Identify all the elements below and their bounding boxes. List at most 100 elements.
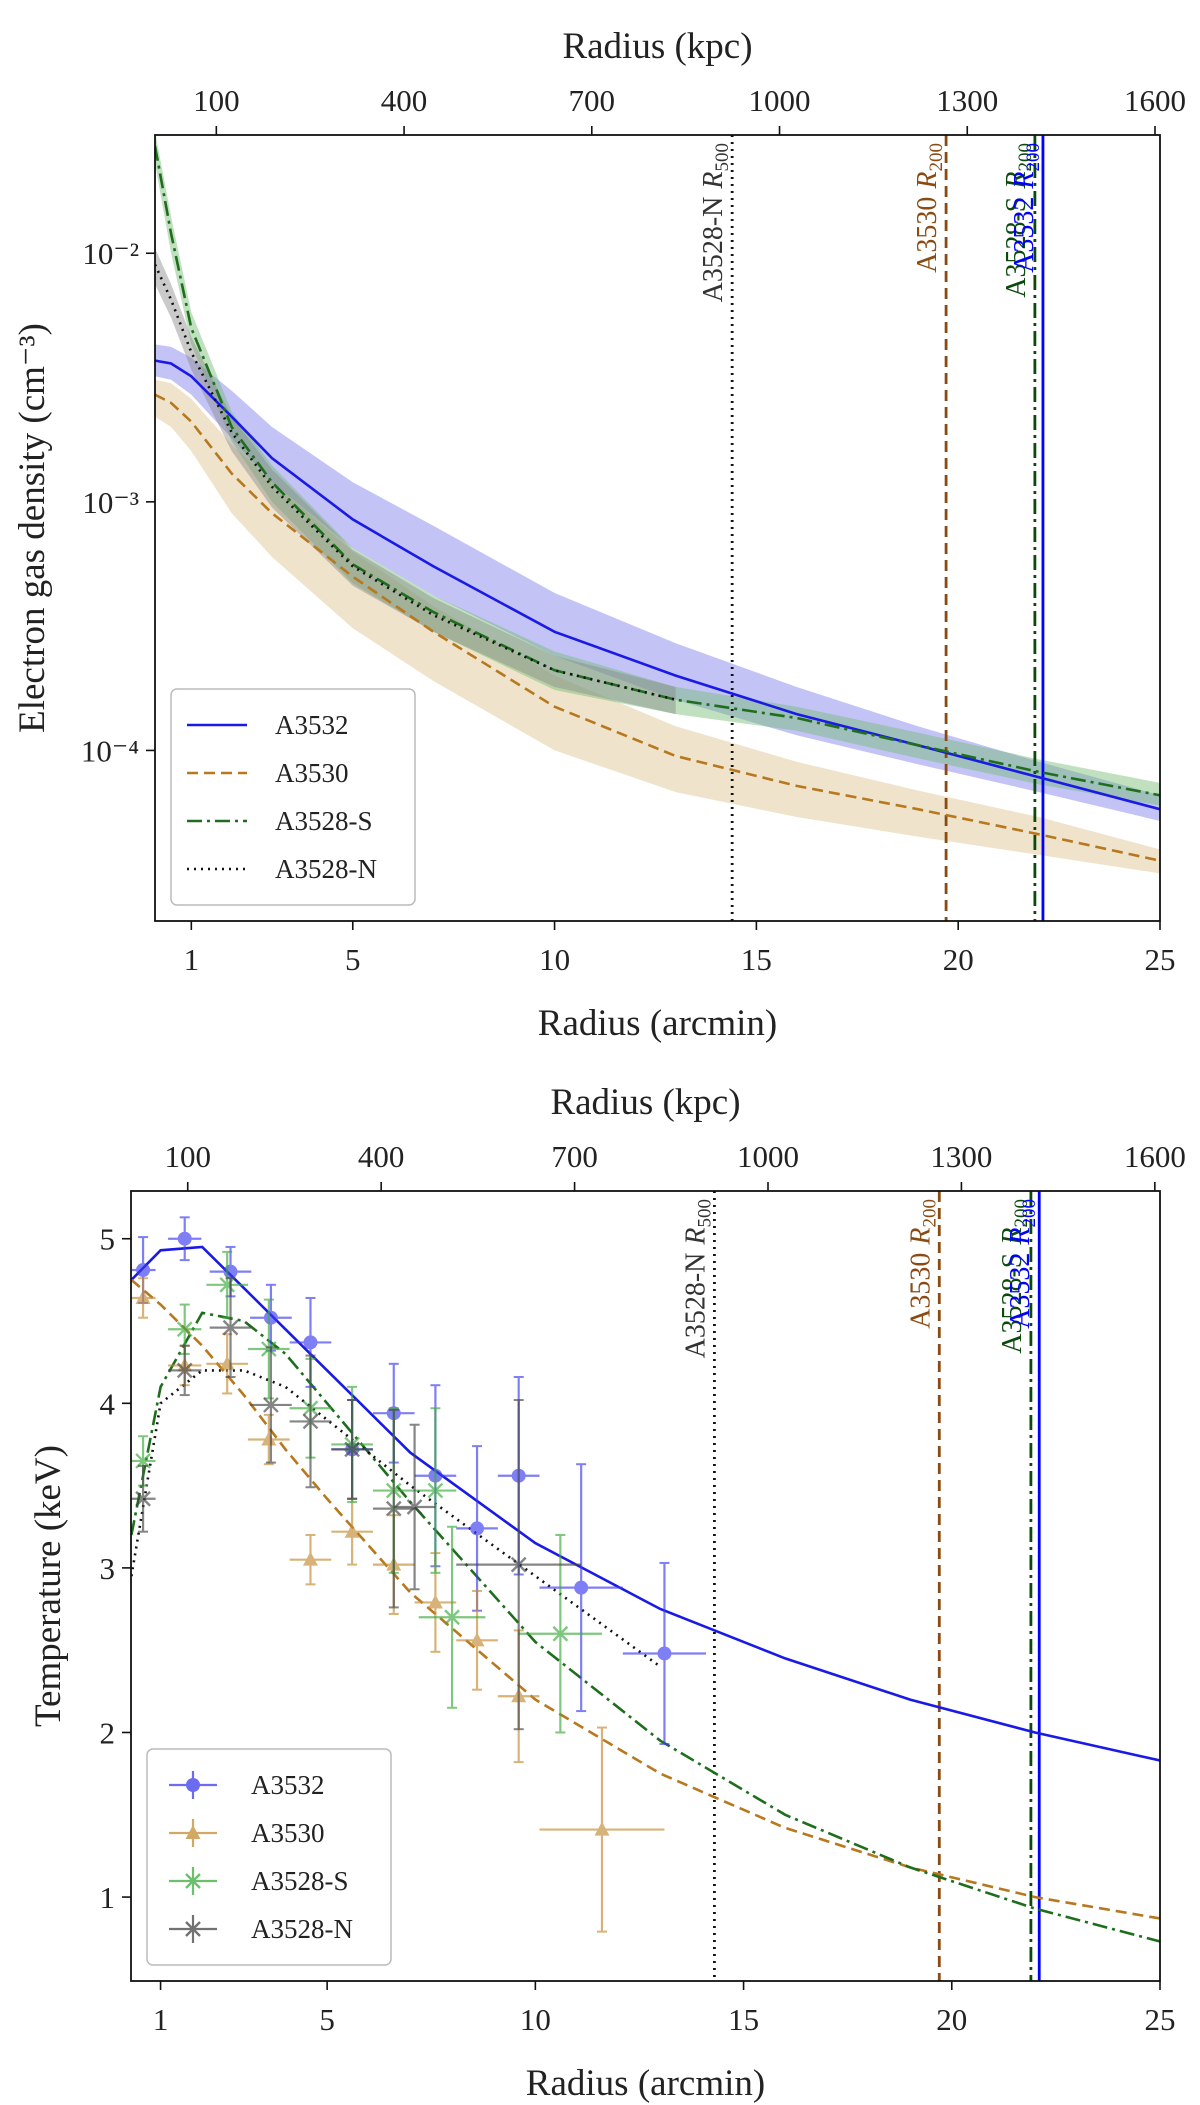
marker xyxy=(344,1523,360,1538)
reference-radius: R xyxy=(997,1228,1028,1246)
model-line xyxy=(131,1245,1160,1762)
plot-area xyxy=(131,1191,1160,1981)
y-tick-label: 10⁻⁴ xyxy=(81,733,139,768)
y-axis-title: Electron gas density (cm⁻³) xyxy=(12,323,53,733)
marker xyxy=(185,1921,201,1937)
reference-name: A3528-S xyxy=(997,1253,1028,1354)
panel: A3528-NR500A3530R200A3528-SR200A3532R200… xyxy=(28,1082,1186,2104)
reference-label: A3532 R200 xyxy=(1005,1199,1040,1329)
data-point xyxy=(168,1216,202,1262)
reference-radius: R xyxy=(1005,1228,1036,1246)
y-tick-label: 3 xyxy=(100,1551,116,1586)
legend-label: A3528-S xyxy=(251,1866,349,1896)
x2-tick-label: 1000 xyxy=(737,1139,799,1174)
reference-label: A3528-N R500 xyxy=(680,1199,715,1358)
x2-tick-label: 1600 xyxy=(1124,1139,1186,1174)
x-tick-label: 1 xyxy=(153,2002,169,2037)
marker xyxy=(470,1521,485,1536)
data-point xyxy=(131,1464,156,1533)
reference-label: A3530 R200 xyxy=(912,143,947,273)
marker xyxy=(135,1289,151,1304)
reference-subscript: 200 xyxy=(1019,1199,1040,1228)
data-point xyxy=(131,1277,156,1319)
legend-label: A3528-N xyxy=(251,1914,353,1944)
data-point xyxy=(622,1561,707,1745)
marker xyxy=(176,1362,193,1379)
reference-subscript: 200 xyxy=(926,143,947,172)
data-point xyxy=(248,1298,290,1400)
reference-radius: R xyxy=(1009,172,1040,190)
data-point xyxy=(131,1236,156,1304)
marker xyxy=(552,1625,569,1642)
model-line xyxy=(155,145,1160,797)
legend: A3532 A3530 A3528-S A3528-N xyxy=(146,1748,392,1966)
legend-symbol xyxy=(169,1819,217,1847)
marker xyxy=(136,1263,151,1277)
reference-radius: R xyxy=(698,172,729,190)
y-tick-label: 5 xyxy=(100,1222,116,1257)
marker xyxy=(185,1825,201,1839)
reference-name: A3530 xyxy=(912,197,943,273)
marker xyxy=(427,1594,443,1609)
data-point xyxy=(418,1525,486,1709)
marker xyxy=(177,1231,192,1246)
data-point xyxy=(206,1250,249,1319)
legend-label: A3532 xyxy=(275,710,349,740)
legend-symbol xyxy=(169,1867,217,1895)
x-tick-label: 15 xyxy=(741,942,772,977)
x-tick-label: 20 xyxy=(943,942,974,977)
marker xyxy=(427,1482,444,1499)
reference-name: A3528-N xyxy=(680,1253,711,1359)
reference-subscript: 200 xyxy=(1015,143,1036,172)
marker xyxy=(302,1551,318,1566)
marker xyxy=(135,1490,151,1507)
x-tick-label: 5 xyxy=(319,2002,335,2037)
data-point xyxy=(168,1344,202,1397)
confidence-band xyxy=(155,344,1160,821)
legend: A3532 A3530 A3528-S A3528-N xyxy=(170,688,416,906)
y-tick-label: 2 xyxy=(100,1715,116,1750)
marker xyxy=(302,1413,319,1430)
marker xyxy=(185,1873,201,1889)
reference-radius: R xyxy=(1001,172,1032,190)
x-tick-label: 25 xyxy=(1145,2002,1176,2037)
data-point xyxy=(539,1463,623,1713)
model-line xyxy=(155,393,1160,862)
marker xyxy=(657,1646,672,1661)
panel: A3528-NR500A3530R200A3528-SR200A3532R200… xyxy=(12,26,1186,1044)
data-point xyxy=(248,1413,290,1466)
x2-tick-label: 700 xyxy=(551,1139,598,1174)
data-point xyxy=(414,1407,457,1574)
reference-name: A3532 xyxy=(1005,1253,1036,1329)
data-point xyxy=(456,1399,582,1731)
legend-symbol xyxy=(169,1771,217,1799)
reference-label: A3530 R200 xyxy=(905,1199,940,1329)
y-axis-title: Temperature (keV) xyxy=(28,1445,69,1727)
reference-label: A3532 R200 xyxy=(1009,143,1044,273)
reference-radius: R xyxy=(680,1228,711,1246)
data-point xyxy=(289,1533,332,1586)
legend-label: A3532 xyxy=(251,1770,325,1800)
marker xyxy=(222,1319,239,1336)
marker xyxy=(261,1431,277,1446)
x-axis-title: Radius (arcmin) xyxy=(538,1003,777,1044)
x-tick-label: 20 xyxy=(936,2002,967,2037)
x-tick-label: 10 xyxy=(520,2002,551,2037)
marker xyxy=(263,1310,278,1325)
x2-tick-label: 100 xyxy=(193,83,240,118)
y-tick-label: 10⁻² xyxy=(82,236,139,271)
y-tick-label: 1 xyxy=(100,1880,116,1915)
reference-subscript: 500 xyxy=(694,1199,715,1228)
reference-name: A3528-N xyxy=(698,197,729,303)
legend-label: A3528-N xyxy=(275,854,377,884)
reference-name: A3532 xyxy=(1009,197,1040,273)
x2-axis-title: Radius (kpc) xyxy=(562,26,752,67)
marker xyxy=(176,1321,193,1338)
reference-radius: R xyxy=(905,1228,936,1246)
reference-subscript: 200 xyxy=(1011,1199,1032,1228)
data-point xyxy=(518,1533,602,1734)
reference-subscript: 200 xyxy=(1023,143,1044,172)
x-tick-label: 15 xyxy=(728,2002,759,2037)
marker xyxy=(263,1397,279,1413)
